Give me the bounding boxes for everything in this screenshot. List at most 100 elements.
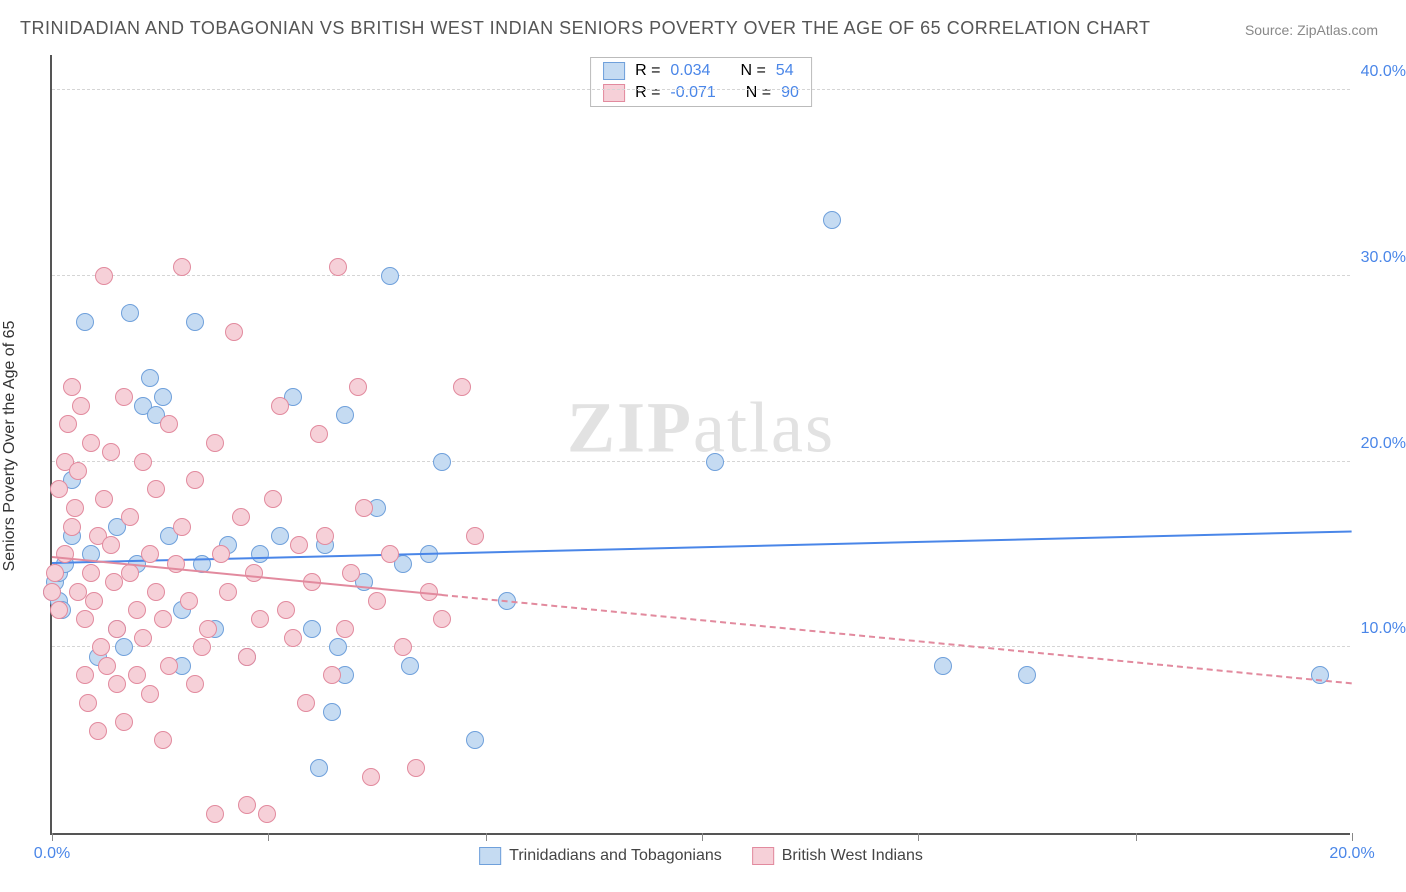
data-point-bwi — [154, 610, 172, 628]
source-label: Source: ZipAtlas.com — [1245, 22, 1378, 38]
legend-item-tt: Trinidadians and Tobagonians — [479, 847, 722, 865]
data-point-bwi — [76, 666, 94, 684]
data-point-bwi — [121, 508, 139, 526]
data-point-bwi — [173, 518, 191, 536]
n-value-tt: 54 — [776, 62, 794, 80]
data-point-bwi — [147, 480, 165, 498]
data-point-bwi — [160, 657, 178, 675]
data-point-bwi — [141, 545, 159, 563]
data-point-bwi — [381, 545, 399, 563]
stats-row-bwi: R = -0.071 N = 90 — [591, 82, 811, 104]
stats-row-tt: R = 0.034 N = 54 — [591, 60, 811, 82]
data-point-bwi — [349, 378, 367, 396]
data-point-bwi — [102, 443, 120, 461]
data-point-bwi — [92, 638, 110, 656]
data-point-bwi — [43, 583, 61, 601]
data-point-tt — [706, 453, 724, 471]
data-point-bwi — [453, 378, 471, 396]
data-point-bwi — [316, 527, 334, 545]
data-point-bwi — [134, 453, 152, 471]
data-point-bwi — [69, 583, 87, 601]
trendline-bwi — [442, 594, 1352, 684]
data-point-bwi — [193, 638, 211, 656]
y-tick-label: 10.0% — [1354, 620, 1406, 638]
legend-swatch-tt-icon — [479, 847, 501, 865]
data-point-bwi — [63, 378, 81, 396]
n-label-bwi: N = — [746, 84, 771, 102]
data-point-bwi — [50, 480, 68, 498]
x-tick — [702, 833, 703, 841]
y-tick-label: 20.0% — [1354, 435, 1406, 453]
x-tick-label: 20.0% — [1329, 845, 1374, 863]
n-label-tt: N = — [740, 62, 765, 80]
data-point-bwi — [342, 564, 360, 582]
data-point-bwi — [66, 499, 84, 517]
data-point-bwi — [206, 805, 224, 823]
legend-item-bwi: British West Indians — [752, 847, 923, 865]
data-point-bwi — [323, 666, 341, 684]
gridline — [52, 275, 1350, 276]
data-point-bwi — [180, 592, 198, 610]
data-point-bwi — [115, 713, 133, 731]
swatch-bwi-icon — [603, 84, 625, 102]
data-point-tt — [115, 638, 133, 656]
legend: Trinidadians and Tobagonians British Wes… — [479, 847, 923, 865]
x-tick — [1136, 833, 1137, 841]
data-point-tt — [323, 703, 341, 721]
x-tick — [1352, 833, 1353, 841]
data-point-bwi — [108, 620, 126, 638]
x-tick — [918, 833, 919, 841]
data-point-bwi — [79, 694, 97, 712]
data-point-tt — [141, 369, 159, 387]
data-point-tt — [154, 388, 172, 406]
data-point-bwi — [108, 675, 126, 693]
data-point-bwi — [219, 583, 237, 601]
y-tick-label: 30.0% — [1354, 249, 1406, 267]
data-point-bwi — [89, 722, 107, 740]
data-point-bwi — [134, 629, 152, 647]
data-point-bwi — [277, 601, 295, 619]
plot-area: ZIPatlas R = 0.034 N = 54 R = -0.071 N =… — [50, 55, 1350, 835]
data-point-bwi — [251, 610, 269, 628]
data-point-tt — [303, 620, 321, 638]
gridline — [52, 89, 1350, 90]
data-point-bwi — [72, 397, 90, 415]
n-value-bwi: 90 — [781, 84, 799, 102]
data-point-tt — [381, 267, 399, 285]
x-tick — [52, 833, 53, 841]
data-point-bwi — [238, 648, 256, 666]
data-point-bwi — [310, 425, 328, 443]
x-tick-label: 0.0% — [34, 845, 70, 863]
data-point-bwi — [258, 805, 276, 823]
r-label-tt: R = — [635, 62, 660, 80]
data-point-bwi — [212, 545, 230, 563]
r-value-bwi: -0.071 — [670, 84, 715, 102]
data-point-bwi — [297, 694, 315, 712]
y-axis-label: Seniors Poverty Over the Age of 65 — [1, 321, 19, 572]
data-point-tt — [76, 313, 94, 331]
data-point-bwi — [173, 258, 191, 276]
stats-box: R = 0.034 N = 54 R = -0.071 N = 90 — [590, 57, 812, 107]
gridline — [52, 461, 1350, 462]
data-point-bwi — [290, 536, 308, 554]
data-point-tt — [251, 545, 269, 563]
data-point-bwi — [141, 685, 159, 703]
data-point-bwi — [59, 415, 77, 433]
data-point-bwi — [85, 592, 103, 610]
data-point-bwi — [63, 518, 81, 536]
data-point-bwi — [466, 527, 484, 545]
r-label-bwi: R = — [635, 84, 660, 102]
data-point-bwi — [50, 601, 68, 619]
data-point-tt — [329, 638, 347, 656]
data-point-tt — [1018, 666, 1036, 684]
legend-label-tt: Trinidadians and Tobagonians — [509, 847, 722, 865]
data-point-bwi — [46, 564, 64, 582]
data-point-tt — [433, 453, 451, 471]
chart-title: TRINIDADIAN AND TOBAGONIAN VS BRITISH WE… — [20, 18, 1151, 39]
data-point-bwi — [225, 323, 243, 341]
data-point-bwi — [329, 258, 347, 276]
data-point-bwi — [154, 731, 172, 749]
data-point-tt — [823, 211, 841, 229]
data-point-bwi — [238, 796, 256, 814]
data-point-bwi — [82, 564, 100, 582]
